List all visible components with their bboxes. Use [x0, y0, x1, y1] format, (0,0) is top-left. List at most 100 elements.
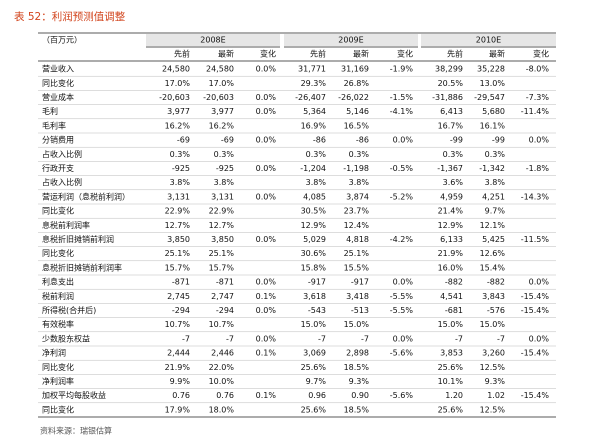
cell: 17.0%: [165, 79, 191, 88]
cell: 5,364: [303, 107, 326, 116]
cell: 3,418: [346, 292, 369, 301]
cell: -543: [308, 306, 326, 315]
cell: 13.0%: [480, 79, 506, 88]
column-header: 先前: [174, 49, 190, 59]
cell: -86: [313, 136, 326, 145]
cell: -26,022: [338, 93, 369, 102]
cell: 10.7%: [165, 320, 191, 329]
cell: -4.1%: [390, 107, 414, 116]
cell: 16.9%: [301, 121, 327, 130]
group-header: 2008E: [200, 36, 225, 45]
cell: 30.5%: [301, 207, 327, 216]
cell: -5.6%: [390, 349, 414, 358]
cell: -294: [172, 306, 190, 315]
cell: -7: [361, 334, 369, 343]
cell: 9.3%: [349, 377, 370, 386]
cell: 0.0%: [393, 334, 414, 343]
cell: -69: [177, 136, 190, 145]
cell: 0.0%: [529, 334, 550, 343]
row-label: 所得税(合并后): [42, 305, 96, 315]
cell: 3,260: [482, 349, 505, 358]
cell: 3,131: [211, 192, 234, 201]
cell: 0.1%: [256, 292, 277, 301]
group-header-bg: [146, 34, 280, 46]
cell: 1.02: [487, 391, 505, 400]
cell: 4,541: [440, 292, 463, 301]
cell: 15.8%: [301, 263, 327, 272]
cell: -15.4%: [521, 349, 550, 358]
group-header-bg: [421, 34, 556, 46]
cell: 4,251: [482, 192, 505, 201]
cell: -1,367: [437, 164, 463, 173]
cell: 0.3%: [170, 150, 191, 159]
cell: -5.6%: [390, 391, 414, 400]
cell: 3.8%: [349, 178, 370, 187]
cell: 16.2%: [209, 121, 235, 130]
cell: 0.76: [216, 391, 234, 400]
cell: 15.4%: [480, 263, 506, 272]
cell: 15.0%: [344, 320, 370, 329]
cell: 2,745: [167, 292, 190, 301]
cell: 31,169: [341, 65, 369, 74]
cell: 3,850: [211, 235, 234, 244]
cell: -15.4%: [521, 292, 550, 301]
cell: 20.5%: [438, 79, 464, 88]
cell: 0.0%: [393, 278, 414, 287]
cell: 25.6%: [438, 363, 464, 372]
cell: 25.1%: [209, 249, 235, 258]
cell: 29.3%: [301, 79, 327, 88]
cell: 35,228: [477, 65, 505, 74]
cell: -917: [308, 278, 326, 287]
cell: -1,342: [479, 164, 505, 173]
row-label: 行政开支: [42, 163, 74, 173]
cell: -4.2%: [390, 235, 414, 244]
cell: 12.7%: [209, 221, 235, 230]
row-label: 营业成本: [42, 92, 74, 102]
cell: 16.2%: [165, 121, 191, 130]
cell: -31,886: [432, 93, 463, 102]
cell: 0.90: [351, 391, 369, 400]
cell: 3.6%: [443, 178, 464, 187]
cell: -15.4%: [521, 306, 550, 315]
cell: 1.20: [445, 391, 463, 400]
cell: -1.9%: [390, 65, 414, 74]
cell: 21.9%: [438, 249, 464, 258]
cell: -5.5%: [390, 292, 414, 301]
row-label: 少数股东权益: [42, 333, 90, 343]
column-header: 最新: [218, 49, 234, 59]
cell: 15.7%: [209, 263, 235, 272]
row-label: 税前利润: [42, 291, 74, 301]
cell: -1.5%: [390, 93, 414, 102]
cell: 12.9%: [301, 221, 327, 230]
cell: -7: [182, 334, 190, 343]
cell: 3,069: [303, 349, 326, 358]
cell: 25.1%: [165, 249, 191, 258]
row-label: 营运利润（息税前利润）: [42, 191, 130, 201]
cell: -86: [356, 136, 369, 145]
cell: 0.0%: [256, 235, 277, 244]
cell: 2,444: [167, 349, 190, 358]
cell: 6,133: [440, 235, 463, 244]
cell: 9.9%: [170, 377, 191, 386]
row-label: 同比变化: [42, 206, 74, 216]
cell: 2,747: [211, 292, 234, 301]
cell: 0.0%: [256, 136, 277, 145]
cell: 0.0%: [529, 136, 550, 145]
cell: 0.0%: [256, 278, 277, 287]
cell: -5.2%: [390, 192, 414, 201]
cell: 4,959: [440, 192, 463, 201]
cell: 17.9%: [165, 405, 191, 414]
cell: 4,818: [346, 235, 369, 244]
cell: -871: [172, 278, 190, 287]
cell: 3.8%: [485, 178, 506, 187]
cell: 38,299: [435, 65, 463, 74]
cell: -11.5%: [521, 235, 550, 244]
cell: -14.3%: [521, 192, 550, 201]
cell: -7: [455, 334, 463, 343]
cell: 31,771: [298, 65, 326, 74]
cell: -0.5%: [390, 164, 414, 173]
row-label: 净利润: [42, 348, 66, 358]
cell: 24,580: [162, 65, 190, 74]
cell: 0.1%: [256, 349, 277, 358]
